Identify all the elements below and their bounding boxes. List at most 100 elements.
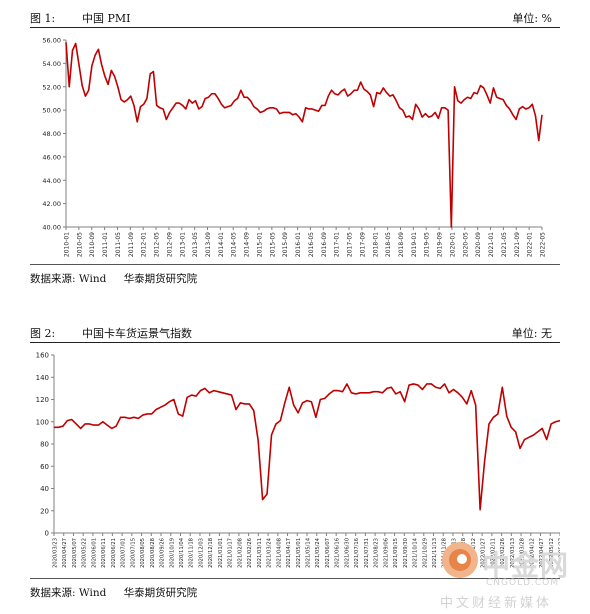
y-tick-label: 60 (40, 463, 49, 471)
x-tick-label: 2020/05/07 (72, 538, 78, 568)
x-tick-label: 2021/06/16 (335, 538, 341, 568)
series-line (65, 42, 543, 228)
x-tick-label: 2010-01 (64, 232, 71, 257)
x-tick-label: 2022/04/12 (529, 538, 535, 568)
figure1-source-publisher: 华泰期货研究院 (123, 273, 198, 285)
y-tick-label: 40.00 (42, 224, 61, 232)
x-tick-label: 2011-01 (102, 232, 109, 257)
y-tick-label: 160 (36, 352, 49, 360)
x-tick-label: 2020/05/22 (82, 538, 88, 568)
x-tick-label: 2021/09/06 (383, 538, 389, 568)
x-tick-label: 2013-01 (179, 232, 186, 257)
x-tick-label: 2021/06/07 (325, 538, 331, 568)
x-tick-label: 2011-09 (128, 232, 135, 257)
y-tick-label: 40 (40, 485, 49, 493)
x-tick-label: 2020-01 (449, 232, 456, 257)
figure2-unit: 单位: 无 (511, 327, 552, 340)
x-tick-label: 2021/06/30 (344, 538, 350, 568)
x-tick-label: 2021/07/31 (364, 538, 370, 568)
watermark-tagline: 中文财经新媒体 (440, 596, 553, 611)
x-tick-label: 2020-05 (462, 232, 469, 257)
x-tick-label: 2021/05/24 (315, 537, 321, 568)
x-tick-label: 2020/10/19 (169, 538, 175, 568)
series-line (54, 383, 560, 511)
x-tick-label: 2021/03/11 (257, 538, 263, 568)
x-tick-label: 2021/08/23 (374, 538, 380, 568)
figure2-source-publisher: 华泰期货研究院 (123, 587, 198, 599)
x-tick-label: 2020/09/26 (160, 538, 166, 568)
x-tick-label: 2015-09 (282, 232, 289, 257)
x-tick-label: 2020/04/27 (62, 538, 68, 568)
figure2-source-label: 数据来源: (30, 587, 76, 599)
x-tick-label: 2011-05 (115, 232, 122, 257)
figure1-source-vendor: Wind (78, 273, 107, 285)
x-tick-label: 2018-09 (398, 232, 405, 257)
figure1-top-rule (30, 27, 560, 28)
x-tick-label: 2016-09 (321, 232, 328, 257)
x-tick-label: 2020/11/04 (179, 537, 185, 568)
figure1-header: 图 1: 中国 PMI 单位: % (30, 8, 560, 26)
figure2-source: 数据来源: Wind 华泰期货研究院 (30, 585, 197, 600)
x-tick-label: 2021-01 (488, 232, 495, 257)
figure1-unit: 单位: % (512, 12, 552, 25)
figure2-number: 图 2: (30, 327, 56, 340)
x-tick-label: 2022-05 (540, 232, 547, 257)
x-tick-label: 2018-05 (385, 232, 392, 257)
y-tick-label: 140 (36, 374, 49, 382)
x-tick-label: 2010-09 (89, 232, 96, 257)
series-points (65, 42, 542, 228)
figure1-number: 图 1: (30, 12, 56, 25)
x-tick-label: 2021/09/15 (393, 538, 399, 568)
y-tick-label: 20 (40, 507, 49, 515)
x-tick-label: 2022/01/27 (481, 538, 487, 568)
y-tick-label: 48.00 (42, 130, 61, 138)
x-tick-label: 2012-01 (141, 232, 148, 257)
figure1-bottom-rule (30, 264, 560, 265)
figure2-header: 图 2: 中国卡车货运景气指数 单位: 无 (30, 323, 560, 341)
y-tick-label: 42.00 (42, 200, 61, 208)
x-tick-label: 2020/08/05 (140, 538, 146, 568)
x-tick-label: 2017-01 (334, 232, 341, 257)
x-tick-label: 2015-01 (256, 232, 263, 257)
x-tick-label: 2020/07/01 (121, 538, 127, 568)
x-tick-label: 2021/10/29 (422, 538, 428, 568)
y-tick-label: 0 (45, 530, 49, 538)
x-tick-label: 2021/05/01 (296, 538, 302, 568)
x-tick-label: 2021/04/17 (286, 538, 292, 568)
x-tick-label: 2012-09 (166, 232, 173, 257)
x-tick-label: 2021-09 (514, 232, 521, 257)
x-tick-label: 2017-05 (347, 232, 354, 257)
x-tick-label: 2020/12/18 (208, 538, 214, 568)
watermark-brand: 中金网 (482, 549, 570, 582)
x-tick-label: 2020-09 (475, 232, 482, 257)
series-points (53, 383, 560, 510)
figure1-source: 数据来源: Wind 华泰期货研究院 (30, 271, 197, 286)
y-tick-label: 46.00 (42, 153, 61, 161)
pmi-chart: 40.00 42.00 44.00 46.00 48.00 50.00 52.00 54.00… (42, 37, 547, 258)
x-tick-label: 2022/04/27 (539, 538, 545, 568)
x-tick-label: 2013-05 (192, 232, 199, 257)
x-tick-label: 2020/06/21 (111, 538, 117, 568)
x-tick-label: 2021/10/14 (413, 537, 419, 568)
x-tick-label: 2022-01 (527, 232, 534, 257)
x-tick-label: 2021/04/08 (276, 538, 282, 568)
x-tick-label: 2020/06/11 (101, 538, 107, 568)
truck-chart: 0 20 40 60 80 100 120 140 160 2020/03/23 2020/04/2… (36, 352, 561, 568)
x-tick-label: 2020/08/28 (150, 538, 156, 568)
x-tick-label: 2013-09 (205, 232, 212, 257)
x-tick-label: 2010-05 (76, 232, 83, 257)
watermark-logo-icon (442, 542, 478, 578)
x-tick-label: 2018-01 (372, 232, 379, 257)
x-tick-label: 2019-05 (424, 232, 431, 257)
x-tick-label: 2020/11/18 (189, 538, 195, 568)
x-tick-label: 2022/03/28 (520, 538, 526, 568)
y-tick-label: 80 (40, 441, 49, 449)
x-tick-label: 2021/05/14 (306, 537, 312, 568)
x-tick-label: 2021/11/13 (432, 538, 438, 568)
figure1-title: 中国 PMI (82, 12, 131, 25)
y-tick-label: 56.00 (42, 37, 61, 45)
figure2-title: 中国卡车货运景气指数 (82, 327, 192, 340)
x-tick-label: 2022/05/27 (559, 538, 561, 568)
figure2-bottom-rule (30, 578, 560, 579)
x-tick-label: 2021/01/17 (228, 538, 234, 568)
